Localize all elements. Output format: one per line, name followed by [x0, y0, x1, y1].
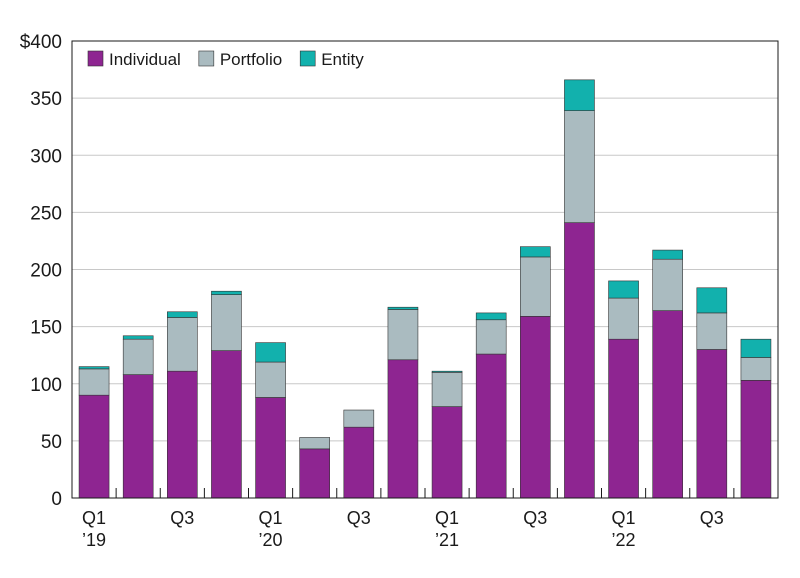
- bar-portfolio-11: [564, 110, 595, 223]
- bar-individual-4: [255, 397, 286, 499]
- bar-entity-13: [652, 249, 683, 260]
- bar-entity-9: [475, 312, 507, 321]
- bar-individual-12: [608, 338, 639, 499]
- bar-individual-9: [475, 353, 507, 499]
- bar-portfolio-2: [167, 317, 198, 372]
- bar-individual-15: [740, 380, 772, 499]
- y-tick-label: 300: [30, 146, 62, 167]
- y-tick-label: 250: [30, 203, 62, 224]
- legend-swatch-individual: [87, 50, 104, 67]
- bar-portfolio-0: [78, 368, 110, 396]
- x-tick-label: ’19: [82, 530, 106, 550]
- bar-portfolio-6: [343, 409, 375, 428]
- x-tick-label: ’21: [435, 530, 459, 550]
- bar-individual-7: [387, 359, 419, 499]
- x-tick-label: Q1: [259, 508, 283, 528]
- bar-entity-8: [431, 370, 463, 373]
- bar-individual-8: [431, 406, 463, 499]
- bar-individual-13: [652, 310, 683, 499]
- bar-entity-10: [520, 246, 551, 258]
- bar-entity-14: [696, 287, 728, 314]
- x-tick-label: Q3: [170, 508, 194, 528]
- bar-individual-2: [167, 370, 198, 499]
- bar-portfolio-13: [652, 258, 683, 311]
- bar-portfolio-9: [475, 319, 507, 355]
- plot-frame: [71, 40, 779, 499]
- x-tick-label: Q1: [82, 508, 106, 528]
- x-tick-label: Q1: [435, 508, 459, 528]
- x-tick-label: ’22: [612, 530, 636, 550]
- legend: Individual Portfolio Entity: [87, 50, 364, 69]
- bar-individual-6: [343, 426, 375, 499]
- bar-entity-4: [255, 342, 286, 363]
- y-tick-label: 350: [30, 89, 62, 110]
- x-tick-label: Q3: [700, 508, 724, 528]
- bar-entity-1: [122, 335, 154, 340]
- bar-individual-0: [78, 394, 110, 499]
- y-tick-label: $400: [20, 32, 62, 53]
- bar-entity-3: [211, 290, 242, 295]
- legend-label-individual: Individual: [109, 50, 181, 69]
- bar-portfolio-1: [122, 338, 154, 375]
- bar-entity-15: [740, 338, 772, 358]
- bar-portfolio-12: [608, 297, 639, 340]
- y-tick-label: 150: [30, 318, 62, 339]
- x-tick-label: Q3: [347, 508, 371, 528]
- bar-portfolio-3: [211, 294, 242, 351]
- bar-portfolio-4: [255, 361, 286, 398]
- bar-portfolio-15: [740, 357, 772, 381]
- bar-portfolio-10: [520, 256, 551, 317]
- bars: [78, 79, 772, 499]
- y-axis: 0 50 100 150 200 250 300 350 $400: [20, 32, 62, 510]
- x-tick-label: ’20: [259, 530, 283, 550]
- x-tick-label: Q3: [523, 508, 547, 528]
- bar-individual-10: [520, 316, 551, 499]
- bar-portfolio-8: [431, 372, 463, 407]
- legend-label-entity: Entity: [321, 50, 364, 69]
- bar-individual-14: [696, 349, 728, 499]
- y-tick-label: 50: [41, 432, 62, 453]
- x-tick-label: Q1: [612, 508, 636, 528]
- bar-entity-0: [78, 366, 110, 370]
- bar-individual-3: [211, 350, 242, 499]
- bar-individual-5: [299, 448, 330, 499]
- legend-swatch-portfolio: [198, 50, 215, 67]
- legend-swatch-entity: [299, 50, 316, 67]
- bar-portfolio-14: [696, 312, 728, 350]
- bar-portfolio-5: [299, 437, 330, 450]
- bar-entity-11: [564, 79, 595, 111]
- bar-portfolio-7: [387, 309, 419, 361]
- bar-entity-7: [387, 306, 419, 310]
- bar-entity-12: [608, 280, 639, 299]
- legend-label-portfolio: Portfolio: [220, 50, 282, 69]
- y-tick-label: 100: [30, 375, 62, 396]
- bar-individual-11: [564, 222, 595, 499]
- y-tick-label: 0: [51, 489, 62, 510]
- y-tick-label: 200: [30, 261, 62, 282]
- bar-individual-1: [122, 374, 154, 499]
- bar-entity-2: [167, 311, 198, 318]
